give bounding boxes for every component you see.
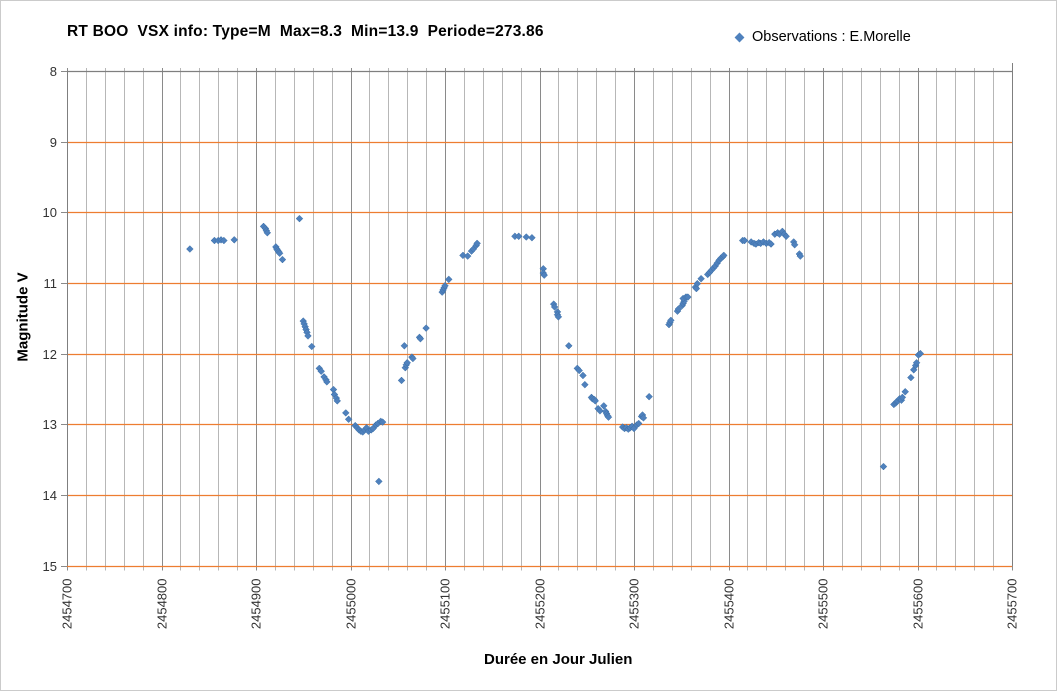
x-tick-label: 2454900 [249,579,264,630]
data-point [674,305,683,313]
data-point [278,255,287,264]
data-point [591,397,600,405]
y-tick-label: 8 [50,64,57,79]
legend: Observations : E.Morelle [734,29,911,45]
data-point [333,397,342,405]
data-point [604,413,613,421]
data-point [295,214,304,223]
data-point [767,240,775,248]
data-point [796,252,805,260]
data-point [342,409,350,417]
data-point [639,414,648,422]
x-tick-label: 2455200 [533,579,548,630]
data-point [220,236,228,245]
data-point [445,275,453,284]
data-point [634,419,643,428]
data-point [514,232,523,241]
data-point [575,366,583,375]
data-point [692,284,701,293]
data-point [463,252,472,260]
y-axis-title: Magnitude V [14,272,32,362]
data-point [528,233,536,242]
data-point [554,313,563,321]
data-point [263,229,272,237]
data-point [378,418,387,426]
data-point [596,407,604,415]
y-tick-label: 13 [43,417,57,432]
data-point [397,376,406,385]
chart-title: RT BOO VSX info: Type=M Max=8.3 Min=13.9… [67,23,544,40]
data-point [916,349,925,358]
data-point [667,316,675,325]
data-point [898,393,907,402]
x-tick-label: 2455400 [722,579,737,630]
data-point [790,241,799,249]
x-axis-title: Durée en Jour Julien [484,651,633,668]
data-point [403,359,411,367]
x-tick-label: 2454800 [155,579,170,630]
data-point [879,462,888,471]
x-tick-label: 2455300 [627,579,642,630]
x-tick-label: 2455700 [1005,579,1020,630]
data-point [344,415,353,424]
x-tick-label: 2455600 [911,579,926,630]
legend-label: Observations : E.Morelle [752,29,911,45]
data-point [581,380,589,389]
data-point [600,402,608,410]
x-tick-label: 2455500 [816,579,831,630]
y-tick-label: 10 [43,205,57,220]
data-point [323,378,331,386]
x-tick-label: 2455000 [344,579,359,630]
y-tick-label: 15 [43,559,57,574]
data-point [522,233,531,241]
data-point [550,303,559,311]
data-point [720,251,728,260]
data-point [693,279,702,288]
data-point [230,236,239,244]
data-point [308,342,316,351]
data-point [697,274,705,283]
y-tick-label: 14 [43,488,57,503]
x-tick-label: 2454700 [60,579,75,630]
x-tick-label: 2455100 [438,579,453,630]
data-point [645,392,653,401]
data-point [422,324,430,332]
data-point [912,359,921,367]
data-point [565,342,573,350]
y-tick-label: 12 [43,347,57,362]
data-point [907,373,915,382]
data-point [684,293,692,301]
data-point [304,332,312,340]
data-point [186,245,194,253]
data-point [275,249,284,258]
data-point [441,282,449,290]
data-point [740,236,749,245]
data-point [540,271,548,279]
data-point [782,232,790,241]
data-point [473,239,481,248]
y-tick-label: 11 [44,276,58,291]
data-point [375,477,383,486]
data-point [409,354,417,363]
data-point [459,251,467,260]
data-point [317,367,325,375]
y-tick-label: 9 [50,135,57,150]
data-point [416,334,425,343]
data-point [901,387,909,396]
data-point [579,371,587,380]
data-point [400,342,409,350]
